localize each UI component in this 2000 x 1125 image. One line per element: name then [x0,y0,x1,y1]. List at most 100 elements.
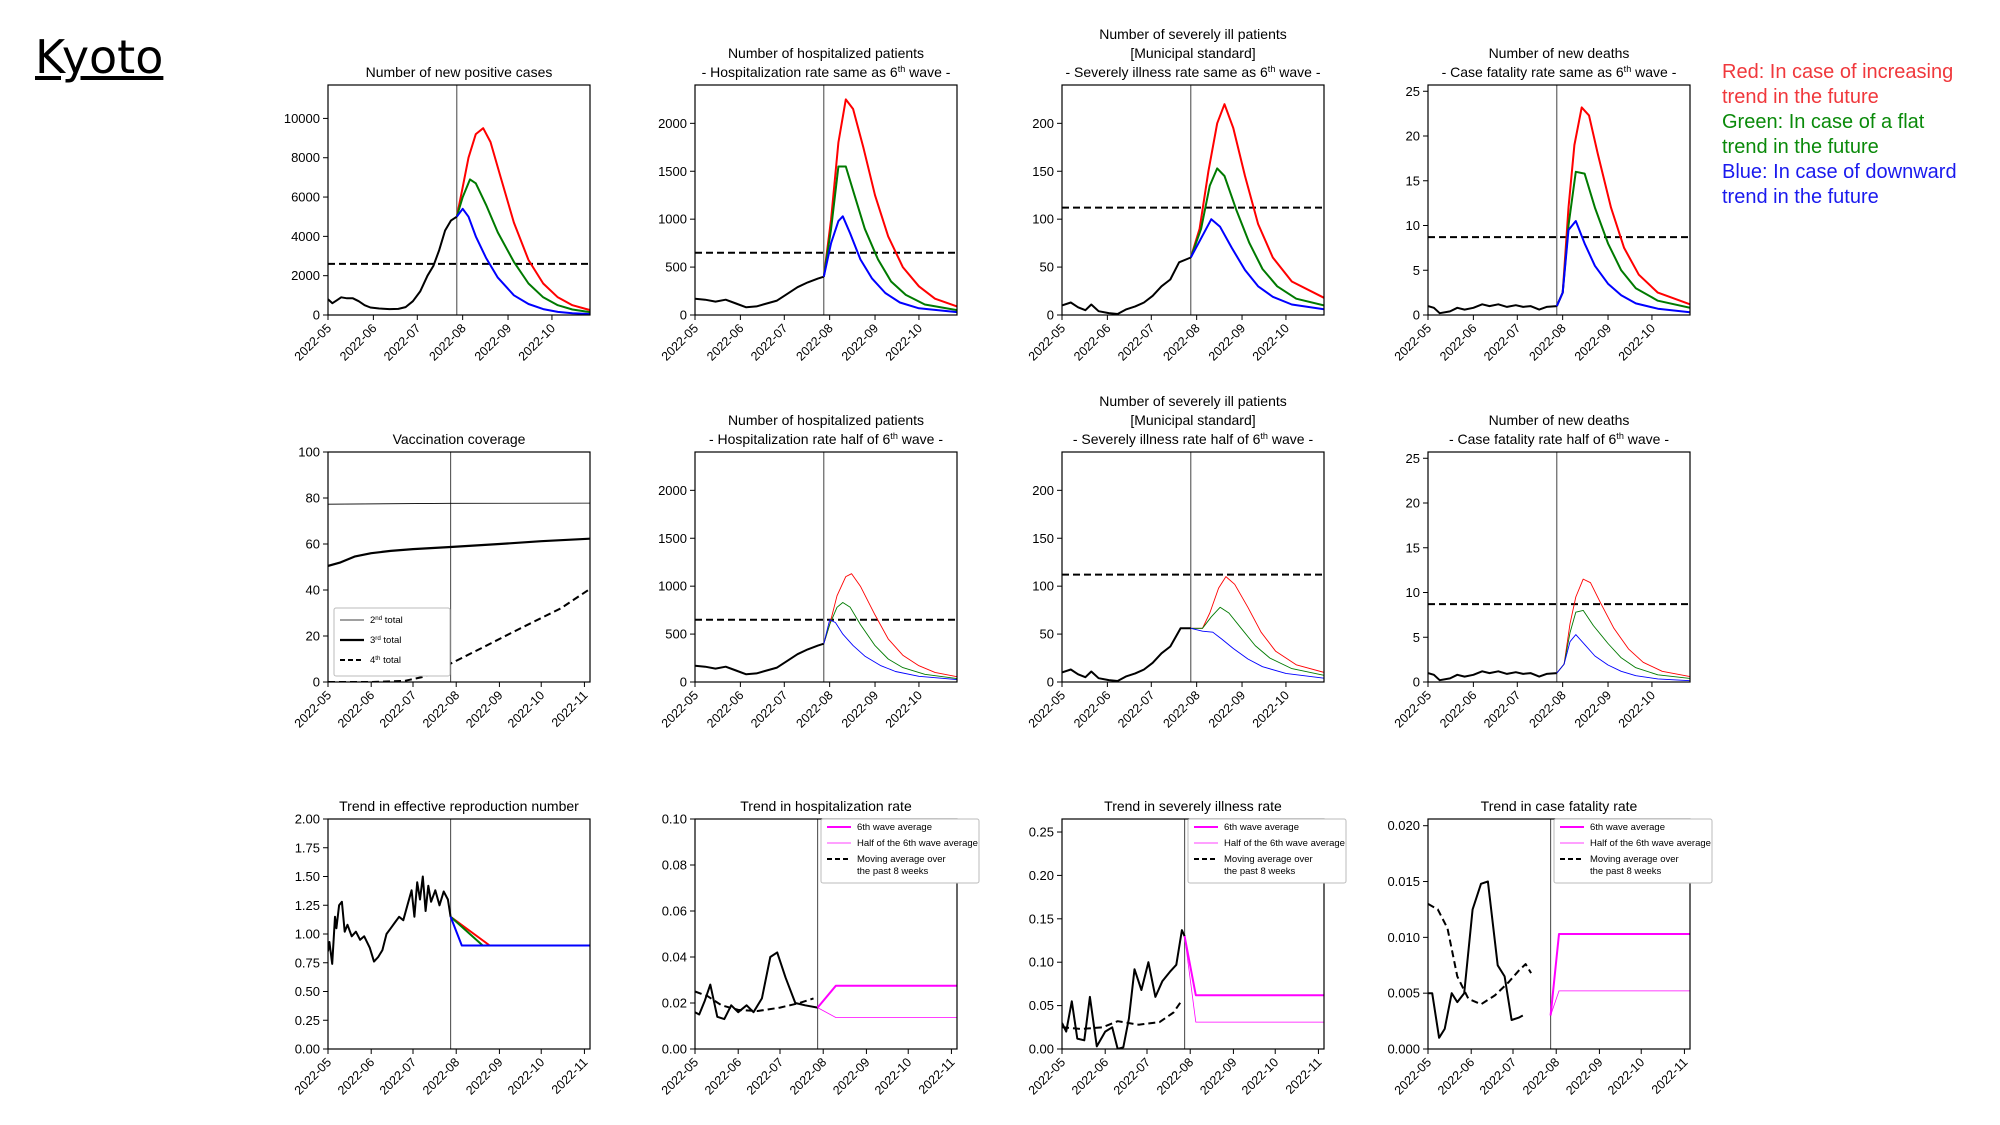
series-red-1 [823,573,957,678]
y-tick-label: 0.15 [1029,911,1054,926]
x-tick-label: 2022-05 [292,688,334,730]
y-tick-label: 0.000 [1387,1042,1420,1057]
series-black-0 [328,502,590,505]
y-tick-label: 0.020 [1387,818,1420,833]
chart-title: Number of new deaths [1489,45,1630,61]
y-tick-label: 0.25 [295,1013,320,1028]
series-black-0 [1428,670,1557,682]
x-tick-label: 2022-05 [659,688,701,730]
chart-title: Number of hospitalized patients [728,412,924,428]
x-tick-label: 2022-06 [1071,688,1113,730]
scenario-legend-line: trend in the future [1722,86,1879,108]
series-red-1 [450,915,590,947]
x-tick-label: 2022-07 [748,321,790,363]
x-tick-label: 2022-07 [1481,688,1523,730]
scenario-legend-line: Green: In case of a flat [1722,111,1925,133]
x-tick-label: 2022-09 [1206,688,1248,730]
plot-area [328,819,590,1049]
y-tick-label: 100 [1032,579,1054,594]
plot-area [695,819,957,1049]
series-magenta-3 [1550,990,1690,1016]
chart-title: - Hospitalization rate same as 6th wave … [702,64,951,80]
x-tick-label: 2022-05 [1392,1055,1434,1097]
y-tick-label: 0.00 [662,1042,687,1057]
series-black-2 [328,588,590,682]
chart-new-deaths-half-rate: Number of new deaths - Case fatality rate… [1392,412,1691,731]
y-tick-label: 2000 [658,483,687,498]
plot-area [1428,452,1690,682]
chart-title: - Case fatality rate same as 6th wave - [1442,64,1677,80]
y-tick-label: 0.02 [662,996,687,1011]
plot-area [1062,85,1324,315]
x-tick-label: 2022-06 [1435,1055,1477,1097]
y-tick-label: 15 [1406,173,1420,188]
chart-severely-illness-rate: Trend in severely illness rate 0.00 0.05 0.… [1026,798,1347,1098]
x-tick-label: 2022-11 [549,688,591,730]
series-black-0 [1062,929,1186,1049]
y-tick-label: 0.10 [1029,955,1054,970]
x-tick-label: 2022-09 [463,1055,505,1097]
y-tick-label: 50 [1040,260,1054,275]
plot-area [695,452,957,682]
chart-title: Trend in case fatality rate [1481,798,1638,814]
x-tick-label: 2022-09 [1206,321,1248,363]
y-tick-label: 100 [298,445,320,460]
axes-frame [1427,451,1691,683]
y-tick-label: 5 [1413,263,1420,278]
chart-title: - Hospitalization rate half of 6th wave … [709,431,943,447]
x-tick-label: 2022-06 [1437,321,1479,363]
x-tick-label: 2022-07 [1481,321,1523,363]
axes-frame [327,451,591,683]
series-black-0 [328,875,452,965]
scenario-legend-line: trend in the future [1722,186,1879,208]
y-tick-label: 8000 [291,150,320,165]
y-tick-label: 150 [1032,164,1054,179]
x-tick-label: 2022-06 [335,1055,377,1097]
y-tick-label: 2000 [658,116,687,131]
x-tick-label: 2022-08 [787,1055,829,1097]
plot-area [1062,452,1324,682]
y-tick-label: 15 [1406,540,1420,555]
x-tick-label: 2022-08 [1526,688,1568,730]
x-tick-label: 2022-07 [377,688,419,730]
y-tick-label: 10 [1406,585,1420,600]
y-tick-label: 2.00 [295,812,320,827]
series-green-2 [1189,167,1324,307]
legend-label: 2nd total [370,615,403,627]
legend-label: 6th wave average [1224,822,1299,833]
y-tick-label: 150 [1032,531,1054,546]
y-tick-label: 1.25 [295,898,320,913]
x-tick-label: 2022-06 [335,688,377,730]
legend-label: the past 8 weeks [1590,866,1662,877]
x-tick-label: 2022-10 [505,1055,547,1097]
x-tick-label: 2022-05 [1026,688,1068,730]
y-tick-label: 0.05 [1029,998,1054,1013]
y-tick-label: 0 [313,675,320,690]
series-black-0 [1428,880,1524,1039]
page-title: Kyoto [35,30,164,84]
x-tick-label: 2022-05 [659,321,701,363]
chart-title: Number of severely ill patients [1099,393,1287,409]
scenario-legend-line: trend in the future [1722,136,1879,158]
chart-case-fatality-rate: Trend in case fatality rate 0.000 0.005 0.0… [1387,798,1713,1098]
x-tick-label: 2022-11 [549,1055,591,1097]
x-tick-label: 2022-05 [659,1055,701,1097]
series-magenta-2 [1549,933,1690,1016]
plot-area [1062,819,1324,1049]
chart-title: Trend in effective reproduction number [339,798,579,814]
plot-area [1428,819,1690,1049]
chart-title: Number of new positive cases [366,64,553,80]
series-green-2 [1555,170,1690,309]
series-red-1 [1189,103,1324,299]
series-red-1 [822,98,957,308]
x-tick-label: 2022-06 [702,1055,744,1097]
x-tick-label: 2022-07 [744,1055,786,1097]
plot-area [328,452,590,682]
legend-label: 4th total [370,655,401,667]
x-tick-label: 2022-08 [426,321,468,363]
x-tick-label: 2022-11 [1649,1055,1691,1097]
y-tick-label: 0.005 [1387,986,1420,1001]
axes-frame [694,84,958,316]
x-tick-label: 2022-05 [1392,688,1434,730]
